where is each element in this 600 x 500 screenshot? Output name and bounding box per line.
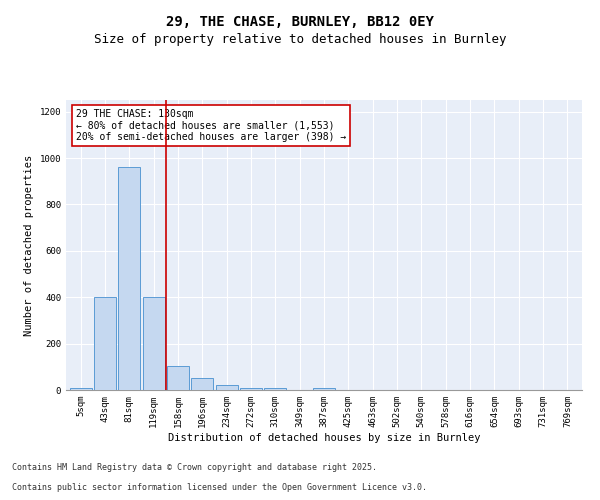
Bar [70, 388, 92, 390]
Text: Size of property relative to detached houses in Burnley: Size of property relative to detached ho… [94, 32, 506, 46]
Text: Contains public sector information licensed under the Open Government Licence v3: Contains public sector information licen… [12, 484, 427, 492]
Bar [143, 297, 164, 390]
Bar [265, 388, 286, 390]
Bar [94, 297, 116, 390]
Text: 29 THE CHASE: 130sqm
← 80% of detached houses are smaller (1,553)
20% of semi-de: 29 THE CHASE: 130sqm ← 80% of detached h… [76, 108, 347, 142]
Bar [215, 386, 238, 390]
Bar [191, 378, 213, 390]
Bar [118, 168, 140, 390]
Text: 29, THE CHASE, BURNLEY, BB12 0EY: 29, THE CHASE, BURNLEY, BB12 0EY [166, 15, 434, 29]
X-axis label: Distribution of detached houses by size in Burnley: Distribution of detached houses by size … [168, 432, 480, 442]
Y-axis label: Number of detached properties: Number of detached properties [24, 154, 34, 336]
Bar [167, 366, 189, 390]
Bar [313, 388, 335, 390]
Bar [240, 388, 262, 390]
Text: Contains HM Land Registry data © Crown copyright and database right 2025.: Contains HM Land Registry data © Crown c… [12, 464, 377, 472]
